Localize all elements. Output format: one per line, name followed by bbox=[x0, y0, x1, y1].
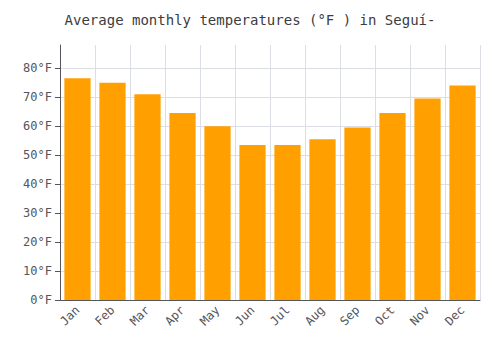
svg-text:Jun: Jun bbox=[232, 303, 257, 328]
svg-text:Mar: Mar bbox=[127, 303, 152, 328]
svg-text:80°F: 80°F bbox=[23, 61, 52, 75]
svg-text:30°F: 30°F bbox=[23, 206, 52, 220]
svg-text:Sep: Sep bbox=[337, 303, 362, 328]
svg-text:Jul: Jul bbox=[267, 303, 292, 328]
svg-text:10°F: 10°F bbox=[23, 264, 52, 278]
svg-text:Nov: Nov bbox=[407, 303, 432, 328]
svg-text:40°F: 40°F bbox=[23, 177, 52, 191]
svg-text:Average monthly temperatures (: Average monthly temperatures (°F ) in Se… bbox=[65, 12, 436, 28]
svg-text:Aug: Aug bbox=[302, 303, 327, 328]
svg-text:Feb: Feb bbox=[92, 303, 117, 328]
svg-text:Oct: Oct bbox=[372, 303, 397, 328]
svg-text:May: May bbox=[197, 303, 222, 328]
svg-text:Jan: Jan bbox=[57, 303, 82, 328]
svg-text:70°F: 70°F bbox=[23, 90, 52, 104]
svg-text:20°F: 20°F bbox=[23, 235, 52, 249]
svg-text:Dec: Dec bbox=[442, 303, 467, 328]
svg-text:50°F: 50°F bbox=[23, 148, 52, 162]
svg-text:0°F: 0°F bbox=[30, 293, 52, 307]
svg-text:Apr: Apr bbox=[162, 303, 187, 328]
svg-text:60°F: 60°F bbox=[23, 119, 52, 133]
